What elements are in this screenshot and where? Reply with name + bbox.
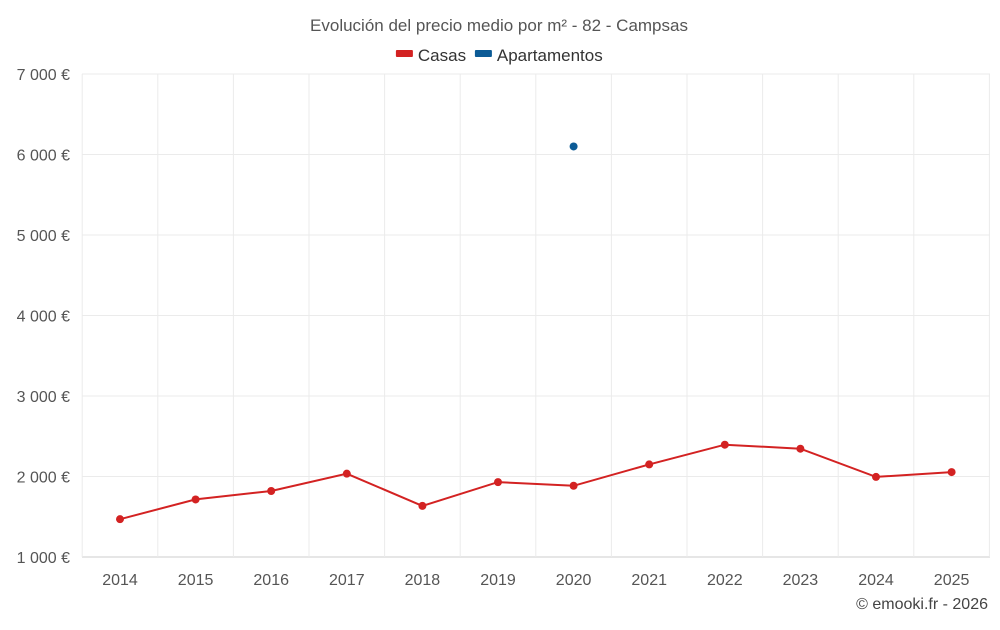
legend-label: Casas [418, 46, 466, 65]
series [116, 142, 956, 524]
x-tick-label: 2022 [707, 572, 743, 589]
data-point-casas[interactable] [872, 472, 880, 481]
data-point-casas[interactable] [342, 469, 351, 478]
y-tick-label: 2 000 € [17, 470, 70, 487]
legend-item-apartamentos[interactable]: Apartamentos [474, 46, 603, 65]
data-point-casas[interactable] [267, 486, 276, 495]
data-point-casas[interactable] [645, 460, 654, 469]
x-tick-label: 2016 [253, 572, 289, 589]
credit-text: © emooki.fr - 2026 [856, 596, 988, 613]
data-point-casas[interactable] [947, 468, 956, 477]
y-tick-label: 4 000 € [17, 309, 70, 326]
chart-title: Evolución del precio medio por m² - 82 -… [310, 16, 688, 35]
x-tick-label: 2017 [329, 572, 365, 589]
data-point-casas[interactable] [418, 501, 427, 510]
grid [81, 73, 990, 558]
legend-swatch [474, 50, 492, 57]
data-point-casas[interactable] [796, 444, 805, 453]
series-line-casas [119, 443, 952, 521]
legend-swatch [395, 50, 413, 57]
legend-item-casas[interactable]: Casas [395, 46, 466, 65]
axes: 1 000 € 2 000 € 3 000 € 4 000 € 5 000 € 6 000… [17, 67, 970, 589]
x-tick-label: 2015 [178, 572, 214, 589]
data-point-apartamentos[interactable] [569, 142, 578, 151]
x-tick-label: 2024 [858, 572, 894, 589]
y-tick-label: 7 000 € [17, 67, 70, 84]
x-tick-label: 2014 [102, 572, 138, 589]
x-tick-label: 2021 [631, 572, 667, 589]
x-tick-label: 2018 [405, 572, 441, 589]
data-point-casas[interactable] [720, 440, 729, 449]
legend-label: Apartamentos [497, 46, 603, 65]
x-tick-label: 2020 [556, 572, 592, 589]
legend[interactable]: Casas Apartamentos [395, 46, 603, 65]
x-tick-label: 2023 [783, 572, 819, 589]
x-tick-label: 2019 [480, 572, 516, 589]
y-tick-label: 6 000 € [17, 148, 70, 165]
y-tick-label: 3 000 € [17, 389, 70, 406]
data-point-casas[interactable] [191, 495, 200, 504]
x-tick-label: 2025 [934, 572, 970, 589]
y-tick-label: 1 000 € [17, 550, 70, 567]
data-point-casas[interactable] [569, 481, 578, 490]
y-tick-label: 5 000 € [17, 228, 70, 245]
data-point-casas[interactable] [494, 478, 502, 487]
data-point-casas[interactable] [116, 515, 124, 524]
